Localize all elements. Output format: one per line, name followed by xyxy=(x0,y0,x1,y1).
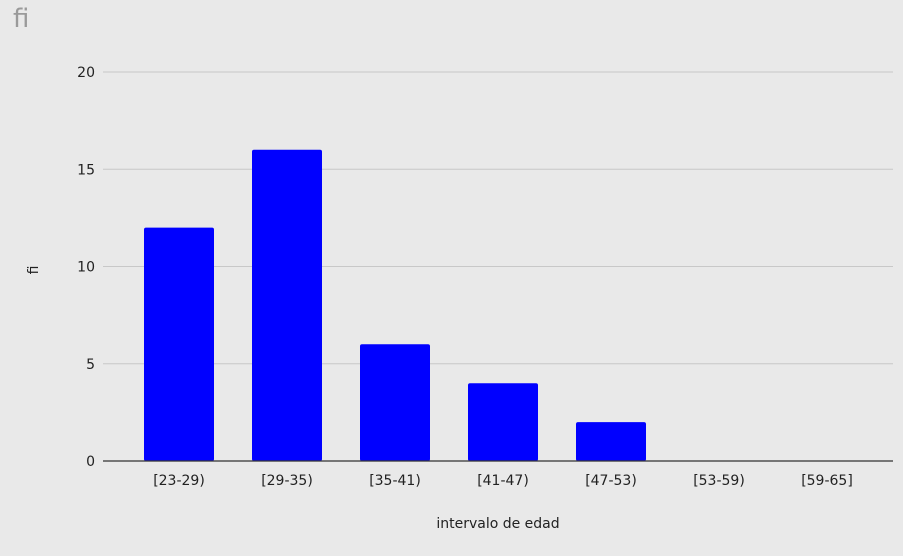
y-tick-label: 10 xyxy=(77,260,95,276)
x-tick-label: [23-29) xyxy=(153,473,205,489)
bar xyxy=(468,383,538,461)
y-axis-label: fi xyxy=(26,266,42,275)
bar xyxy=(144,227,214,461)
x-axis-label: intervalo de edad xyxy=(436,516,559,532)
y-tick-label: 20 xyxy=(77,65,95,81)
y-tick-label: 15 xyxy=(77,162,95,178)
x-tick-label: [41-47) xyxy=(477,473,529,489)
y-tick-label: 5 xyxy=(86,357,95,373)
bar xyxy=(360,344,430,461)
y-tick-label: 0 xyxy=(86,454,95,470)
chart-title: fi xyxy=(13,4,30,34)
x-tick-label: [53-59) xyxy=(693,473,745,489)
bar xyxy=(252,149,322,462)
x-tick-label: [35-41) xyxy=(369,473,421,489)
x-tick-label: [47-53) xyxy=(585,473,637,489)
x-tick-label: [29-35) xyxy=(261,473,313,489)
x-tick-label: [59-65] xyxy=(801,473,853,489)
bar xyxy=(576,422,646,461)
